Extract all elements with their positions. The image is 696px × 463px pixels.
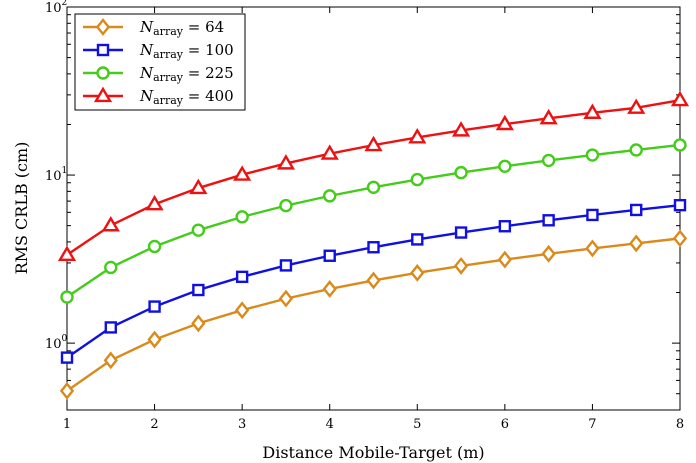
data-point — [57, 245, 77, 261]
data-point — [145, 194, 164, 211]
data-point — [410, 263, 425, 282]
y-tick-label: 100 — [45, 334, 68, 352]
data-point — [104, 321, 117, 334]
data-point — [454, 226, 468, 239]
data-point — [541, 153, 556, 168]
data-point — [498, 159, 512, 173]
x-tick-label: 6 — [501, 417, 509, 432]
data-point — [235, 210, 249, 224]
data-point — [322, 280, 337, 298]
x-tick-label: 1 — [63, 417, 71, 432]
data-point — [495, 114, 514, 131]
x-tick-label: 5 — [413, 417, 421, 432]
data-point — [233, 165, 252, 181]
data-point — [191, 314, 206, 333]
data-point — [630, 203, 643, 217]
data-point — [673, 198, 687, 212]
data-point — [454, 165, 468, 180]
data-point — [366, 180, 381, 194]
data-point — [235, 301, 250, 320]
data-point — [673, 138, 687, 152]
x-tick-label: 2 — [150, 417, 158, 432]
legend-entry-0: Narray = 64 — [83, 18, 224, 38]
data-point — [59, 381, 75, 400]
data-point — [60, 351, 74, 364]
data-point — [191, 223, 206, 237]
data-point — [364, 135, 383, 152]
legend-label: Narray = 100 — [139, 41, 234, 61]
data-point — [323, 249, 336, 262]
data-point — [539, 108, 558, 125]
legend-label: Narray = 400 — [139, 87, 234, 107]
x-axis-label: Distance Mobile-Target (m) — [262, 443, 484, 462]
data-point — [497, 250, 512, 269]
data-point — [541, 244, 556, 263]
data-point — [585, 239, 600, 258]
data-point — [585, 148, 600, 162]
legend-marker — [96, 66, 110, 80]
y-tick-label: 102 — [45, 0, 67, 16]
series-3 — [57, 90, 690, 261]
x-tick-label: 4 — [326, 417, 334, 432]
data-point — [672, 229, 688, 248]
series-layer — [57, 90, 690, 400]
data-point — [323, 189, 337, 203]
data-point — [101, 215, 120, 232]
legend-entry-1: Narray = 100 — [83, 41, 234, 61]
axis-ticks: 1 2 3 4 5 6 7 8 100 101 102 — [45, 0, 684, 432]
data-point — [278, 289, 294, 308]
data-point — [670, 90, 690, 107]
data-point — [189, 178, 208, 195]
data-point — [627, 98, 646, 114]
data-point — [147, 239, 162, 254]
data-point — [411, 233, 424, 246]
y-axis-label: RMS CRLB (cm) — [12, 142, 31, 275]
data-point — [453, 256, 469, 275]
legend-label: Narray = 64 — [139, 18, 224, 38]
legend-entry-2: Narray = 225 — [83, 64, 234, 84]
legend-label: Narray = 225 — [139, 64, 234, 84]
series-2 — [60, 138, 687, 304]
data-point — [320, 144, 339, 160]
data-point — [279, 198, 293, 213]
legend-marker — [95, 18, 111, 36]
legend-marker — [96, 43, 110, 57]
legend-marker — [93, 86, 113, 103]
y-tick-label: 101 — [45, 166, 67, 184]
x-tick-label: 3 — [238, 417, 246, 432]
data-point — [629, 234, 644, 253]
data-point — [366, 271, 381, 290]
data-point — [451, 121, 471, 137]
data-point — [410, 172, 424, 187]
x-tick-label: 8 — [676, 417, 684, 432]
series-1 — [60, 198, 687, 364]
x-tick-label: 7 — [588, 417, 596, 432]
data-point — [408, 128, 427, 144]
data-point — [104, 260, 118, 275]
data-point — [148, 300, 161, 313]
data-point — [147, 330, 162, 349]
data-point — [192, 283, 205, 297]
data-point — [235, 270, 249, 284]
data-point — [583, 103, 602, 119]
data-point — [60, 290, 74, 304]
data-point — [103, 351, 118, 370]
series-0 — [59, 229, 688, 400]
legend: Narray = 64 Narray = 100 Narray = 225 Narra… — [74, 13, 246, 111]
data-point — [498, 220, 512, 233]
data-point — [542, 214, 555, 227]
data-point — [586, 208, 599, 222]
legend-entry-3: Narray = 400 — [83, 86, 234, 107]
data-point — [367, 241, 380, 254]
data-point — [276, 154, 296, 170]
data-point — [629, 143, 643, 157]
data-point — [279, 259, 293, 272]
